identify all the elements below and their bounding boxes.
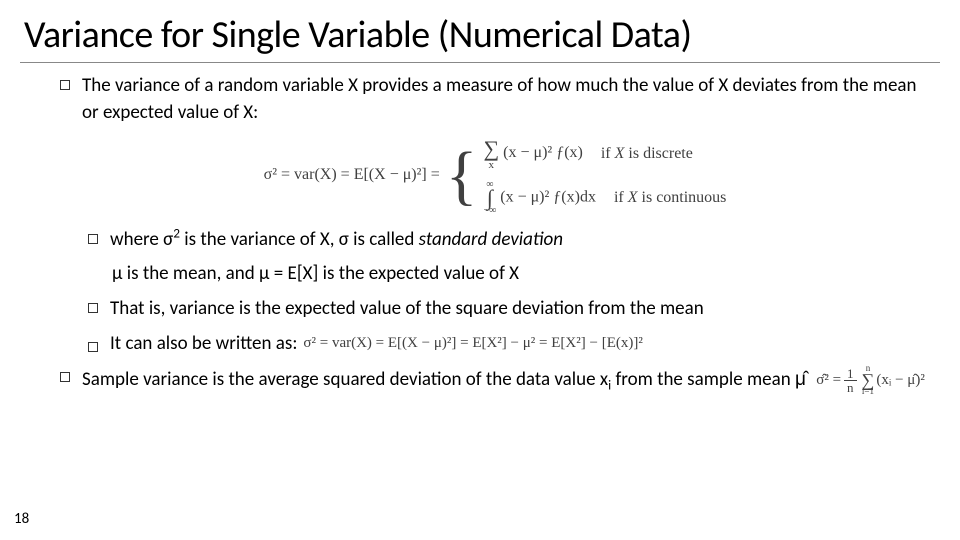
- int-lower: −∞: [483, 207, 496, 215]
- bullet-1: The variance of a random variable X prov…: [60, 73, 930, 126]
- sum-group: n ∑ i=1: [862, 365, 875, 396]
- continuous-label: if X is continuous: [614, 189, 726, 207]
- bullet-5: Sample variance is the average squared d…: [60, 365, 930, 396]
- formula-cases: ∑ x (x − μ)² ƒ(x) if X is discrete ∞ ∫ −…: [483, 136, 726, 215]
- bullet-2: where σ2 is the variance of X, σ is call…: [88, 227, 930, 254]
- discrete-body: (x − μ)² ƒ(x): [503, 144, 583, 161]
- bullet-3: That is, variance is the expected value …: [88, 296, 930, 323]
- bullet-4-text: It can also be written as: σ² = var(X) =…: [110, 331, 930, 358]
- bullet-square-icon: [88, 234, 98, 244]
- slide-title: Variance for Single Variable (Numerical …: [0, 0, 960, 62]
- discrete-label: if X is discrete: [601, 145, 693, 163]
- bullet-square-icon: [60, 80, 70, 90]
- page-number: 18: [14, 510, 29, 528]
- bullet-1-text: The variance of a random variable X prov…: [82, 73, 930, 126]
- continuous-body: (x − μ)² ƒ(x)dx: [500, 189, 596, 206]
- sample-variance-formula: σ̂² = 1 n n ∑ i=1 (xᵢ − μ̂)²: [816, 365, 925, 396]
- left-brace-icon: {: [446, 146, 478, 205]
- discrete-formula: ∑ x (x − μ)² ƒ(x): [483, 136, 582, 171]
- bullet-4: It can also be written as: σ² = var(X) =…: [88, 331, 930, 358]
- bullet-3-text: That is, variance is the expected value …: [110, 296, 930, 323]
- continuous-formula: ∞ ∫ −∞ (x − μ)² ƒ(x)dx: [483, 181, 596, 215]
- formula-lhs: σ² = var(X) = E[(X − μ)²] =: [264, 166, 440, 184]
- bullet-2-text: where σ2 is the variance of X, σ is call…: [110, 227, 930, 254]
- discrete-case: ∑ x (x − μ)² ƒ(x) if X is discrete: [483, 136, 726, 171]
- fraction: 1 n: [844, 367, 857, 394]
- variance-formula-main: σ² = var(X) = E[(X − μ)²] = { ∑ x (x − μ…: [60, 136, 930, 215]
- bullet-5-text: Sample variance is the average squared d…: [82, 365, 930, 396]
- sample-body: (xᵢ − μ̂)²: [876, 370, 924, 391]
- bullet-square-icon: [88, 342, 98, 352]
- slide-content: The variance of a random variable X prov…: [0, 73, 960, 396]
- continuous-case: ∞ ∫ −∞ (x − μ)² ƒ(x)dx if X is continuou…: [483, 181, 726, 215]
- sample-lhs: σ̂² =: [816, 370, 841, 391]
- brace-group: { ∑ x (x − μ)² ƒ(x) if X is discrete: [446, 136, 727, 215]
- bullet-square-icon: [60, 372, 70, 382]
- title-underline: [20, 62, 940, 63]
- bullet-2-subline: μ is the mean, and μ = E[X] is the expec…: [112, 261, 930, 288]
- bullet-square-icon: [88, 303, 98, 313]
- variance-expanded-formula: σ² = var(X) = E[(X − μ)²] = E[X²] − μ² =…: [303, 333, 642, 354]
